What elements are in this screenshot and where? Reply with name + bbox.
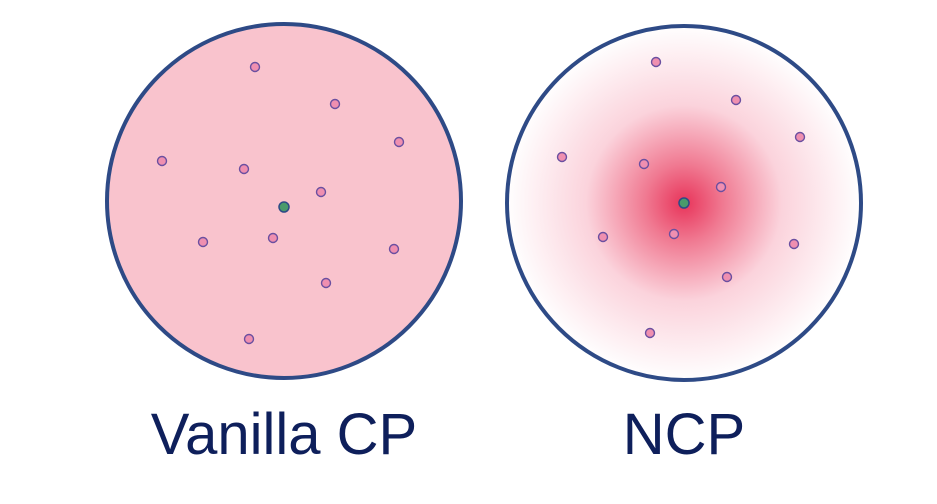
ncp-point-6: [715, 181, 727, 193]
vanilla-cp-point-10: [320, 277, 332, 289]
vanilla-cp-point-11: [243, 333, 255, 345]
vanilla-cp-panel: [105, 22, 463, 380]
vanilla-cp-point-7: [197, 236, 209, 248]
vanilla-cp-point-3: [393, 136, 405, 148]
ncp-point-3: [794, 131, 806, 143]
vanilla-cp-caption: Vanilla CP: [150, 402, 418, 467]
vanilla-cp-disk: [105, 22, 463, 380]
ncp-point-4: [556, 151, 568, 163]
vanilla-cp-point-1: [249, 61, 261, 73]
ncp-points: [556, 56, 806, 339]
vanilla-cp-points: [156, 61, 405, 345]
ncp-point-8: [668, 228, 680, 240]
ncp-point-10: [721, 271, 733, 283]
ncp-point-7: [597, 231, 609, 243]
ncp-point-11: [644, 327, 656, 339]
vanilla-cp-point-5: [238, 163, 250, 175]
ncp-panel: [505, 24, 863, 382]
ncp-point-9: [788, 238, 800, 250]
vanilla-cp-point-6: [315, 186, 327, 198]
ncp-point-5: [638, 158, 650, 170]
ncp-point-1: [650, 56, 662, 68]
vanilla-cp-point-9: [388, 243, 400, 255]
ncp-center-point: [678, 197, 690, 209]
vanilla-cp-point-4: [156, 155, 168, 167]
vanilla-cp-point-8: [267, 232, 279, 244]
vanilla-cp-point-2: [329, 98, 341, 110]
ncp-caption: NCP: [622, 402, 746, 467]
vanilla-cp-center-point: [278, 201, 290, 213]
ncp-point-2: [730, 94, 742, 106]
